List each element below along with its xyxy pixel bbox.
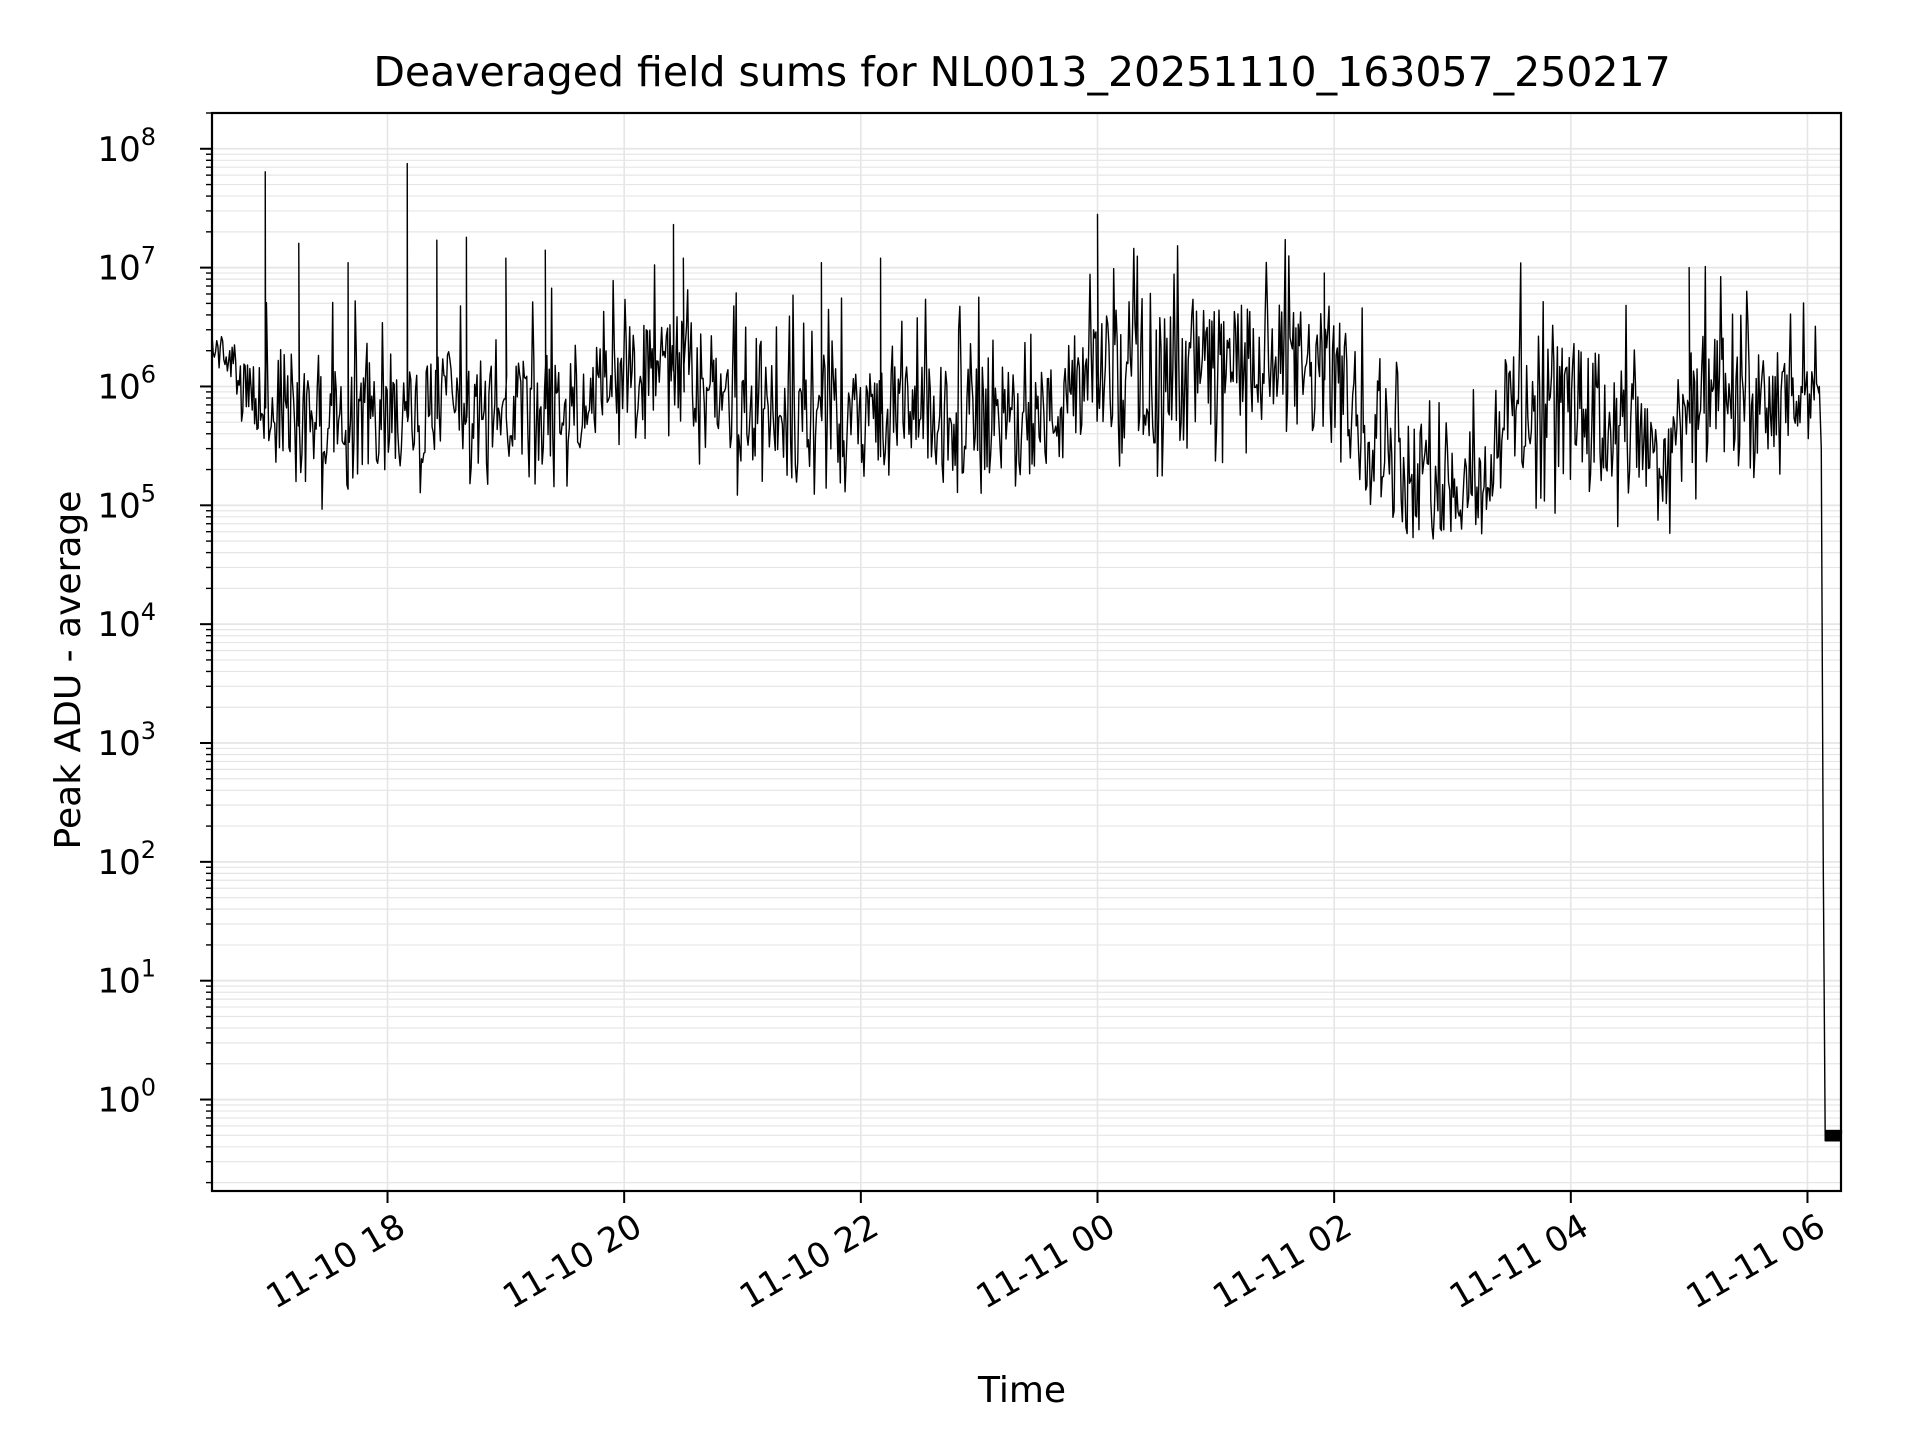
y-tick-label: 105 — [97, 479, 156, 526]
chart-title: Deaveraged field sums for NL0013_2025111… — [373, 48, 1670, 96]
y-tick-label: 104 — [97, 598, 156, 645]
x-tick-label: 11-11 04 — [1443, 1206, 1595, 1317]
x-tick-label: 11-10 18 — [260, 1206, 412, 1317]
y-tick-label: 107 — [97, 242, 156, 289]
y-tick-label: 108 — [97, 123, 156, 170]
y-tick-label: 102 — [97, 836, 156, 883]
series-line — [211, 162, 1843, 1142]
y-tick-label: 101 — [97, 955, 156, 1002]
x-tick-label: 11-11 06 — [1680, 1206, 1832, 1317]
y-tick-label: 103 — [97, 717, 156, 764]
y-tick-label: 100 — [97, 1074, 156, 1121]
plot-area — [211, 162, 1843, 1142]
x-tick-label: 11-10 20 — [496, 1206, 648, 1317]
y-axis-label: Peak ADU - average — [48, 491, 89, 850]
x-tick-label: 11-11 00 — [970, 1206, 1122, 1317]
plot-frame — [210, 111, 1843, 1193]
y-axis: 100 101 102 103 104 105 106 107 108 — [97, 112, 212, 1184]
x-axis-label: Time — [977, 1370, 1066, 1411]
x-axis: 11-10 18 11-10 20 11-10 22 11-11 00 11-11 02… — [260, 1191, 1832, 1317]
x-tick-label: 11-11 02 — [1206, 1206, 1358, 1317]
grid — [212, 112, 1841, 1191]
y-tick-label: 106 — [97, 360, 156, 407]
x-tick-label: 11-10 22 — [733, 1206, 885, 1317]
